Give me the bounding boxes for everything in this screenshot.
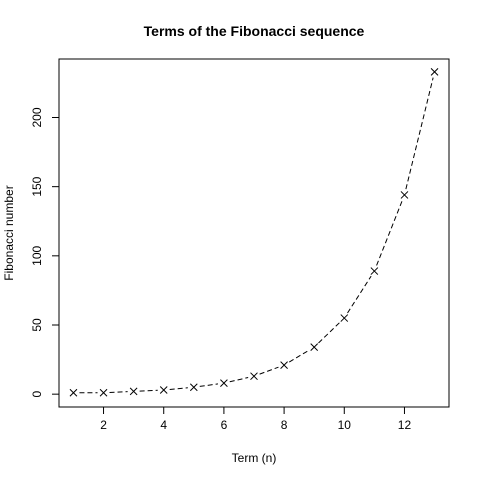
data-point (99, 388, 108, 397)
data-point (250, 372, 258, 381)
data-point (220, 379, 228, 387)
series-segment (169, 387, 188, 390)
x-tick-label: 10 (338, 418, 352, 432)
series-segment (288, 349, 310, 363)
data-point (129, 387, 138, 396)
data-point (340, 314, 349, 322)
series-segment (199, 383, 219, 387)
y-tick-label: 100 (30, 245, 44, 265)
series-segment (347, 275, 372, 314)
x-tick-label: 4 (160, 418, 167, 432)
series-segment (405, 77, 434, 190)
y-tick-label: 50 (30, 318, 44, 332)
y-tick-label: 200 (30, 107, 44, 127)
plot-frame (58, 58, 450, 408)
series-segment (139, 389, 158, 392)
y-axis-label: Fibonacci number (2, 185, 16, 280)
data-point (159, 386, 168, 394)
data-point (400, 191, 409, 199)
series (69, 67, 439, 397)
series-segment (229, 377, 249, 383)
x-axis-label: Term (n) (232, 451, 277, 465)
data-point (189, 383, 198, 392)
series-segment (376, 200, 403, 266)
series-segment (318, 321, 341, 344)
data-point (69, 388, 78, 397)
series-segment (109, 391, 128, 394)
data-point (370, 267, 379, 275)
series-segment (259, 366, 279, 375)
x-tick-label: 2 (100, 418, 107, 432)
y-tick-label: 0 (30, 391, 44, 398)
data-point (430, 67, 439, 76)
data-point (280, 361, 288, 369)
data-point (310, 343, 319, 351)
x-tick-label: 8 (281, 418, 288, 432)
y-axis: 0 50 100 150 200 (30, 107, 59, 398)
chart-title: Terms of the Fibonacci sequence (144, 23, 365, 39)
x-tick-label: 12 (398, 418, 412, 432)
x-tick-label: 6 (221, 418, 228, 432)
y-tick-label: 150 (30, 176, 44, 196)
x-axis: 2 4 6 8 10 12 (100, 407, 411, 432)
